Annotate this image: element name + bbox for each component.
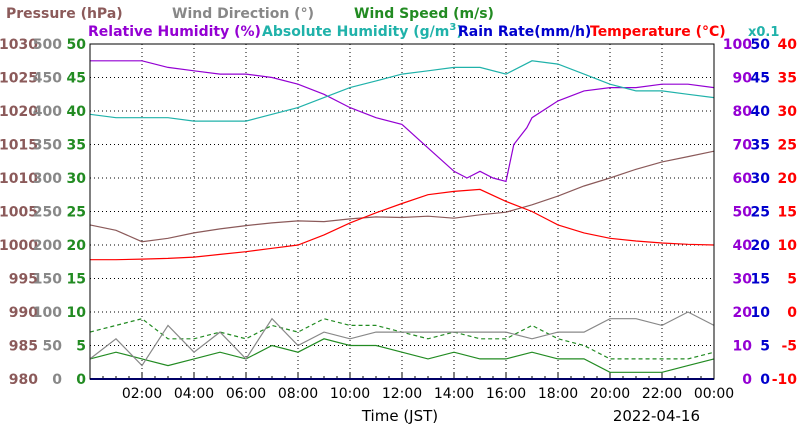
axis-tick-labels: 1030102510201015101010051000995990985980…	[0, 37, 797, 402]
y-tick-label-temp: 40	[778, 37, 798, 53]
plot-frame	[89, 43, 715, 380]
y-tick-label-wind-dir: 450	[33, 71, 62, 87]
y-tick-label-humidity: 50	[733, 205, 753, 221]
y-tick-label-rain: 40	[751, 104, 771, 120]
x-tick-label: 14:00	[434, 386, 474, 402]
y-tick-label-wind-dir: 300	[33, 171, 62, 187]
series-line-relative-humidity	[90, 60, 715, 183]
y-tick-label-pressure: 990	[9, 305, 38, 321]
y-tick-label-pressure: 980	[9, 372, 38, 388]
y-tick-label-humidity: 10	[733, 339, 753, 355]
x-tick-label: 00:00	[694, 386, 734, 402]
y-tick-label-temp: 0	[787, 305, 797, 321]
y-tick-label-wind-speed: 35	[67, 138, 86, 154]
y-tick-label-wind-dir: 150	[33, 272, 62, 288]
x-tick-label: 08:00	[278, 386, 318, 402]
chart-date: 2022-04-16	[613, 407, 700, 425]
y-tick-label-wind-dir: 0	[52, 372, 62, 388]
y-tick-label-rain: 35	[751, 138, 770, 154]
y-tick-label-wind-dir: 500	[33, 37, 62, 53]
y-tick-label-wind-speed: 25	[67, 205, 86, 221]
y-tick-label-wind-dir: 200	[33, 238, 62, 254]
x-tick-label: 16:00	[486, 386, 526, 402]
legend-wind-direction: Wind Direction (°)	[172, 6, 314, 22]
series-line-pressure-hpa	[89, 150, 715, 243]
y-tick-label-rain: 45	[751, 71, 770, 87]
y-tick-label-wind-speed: 30	[67, 171, 87, 187]
y-tick-label-temp: 35	[778, 71, 797, 87]
y-tick-label-temp: -5	[781, 339, 797, 355]
y-tick-label-temp: 20	[778, 171, 798, 187]
legend-rain-rate: Rain Rate(mm/h)	[458, 24, 591, 40]
y-tick-label-rain: 25	[751, 205, 770, 221]
y-tick-label-humidity: 70	[733, 138, 753, 154]
y-tick-label-temp: 25	[778, 138, 797, 154]
x-tick-label: 02:00	[122, 386, 162, 402]
x-tick-label: 12:00	[382, 386, 422, 402]
y-tick-label-wind-dir: 400	[33, 104, 62, 120]
y-tick-label-wind-speed: 45	[67, 71, 86, 87]
y-tick-label-pressure: 1010	[0, 171, 38, 187]
x-tick-label: 20:00	[590, 386, 630, 402]
y-tick-label-wind-speed: 0	[76, 372, 86, 388]
y-tick-label-wind-speed: 10	[67, 305, 87, 321]
x-tick-label: 10:00	[330, 386, 370, 402]
y-tick-label-wind-dir: 250	[33, 205, 62, 221]
y-tick-label-wind-speed: 50	[67, 37, 87, 53]
y-tick-label-wind-dir: 50	[43, 339, 63, 355]
y-tick-label-temp: 30	[778, 104, 798, 120]
y-tick-label-rain: 20	[751, 238, 771, 254]
y-tick-label-humidity: 40	[733, 238, 753, 254]
y-tick-label-rain: 15	[751, 272, 770, 288]
y-tick-label-rain: 0	[760, 372, 770, 388]
legend-wind-speed: Wind Speed (m/s)	[354, 6, 494, 22]
y-tick-label-pressure: 995	[9, 272, 38, 288]
y-tick-label-rain: 50	[751, 37, 771, 53]
legend-pressure: Pressure (hPa)	[6, 6, 123, 22]
legend-temperature: Temperature (°C)	[590, 24, 726, 40]
legend-abs-humidity-scale-note: x0.1	[748, 25, 779, 40]
series-line-temperature-c	[90, 188, 715, 261]
x-tick-label: 04:00	[174, 386, 214, 402]
y-tick-label-rain: 5	[760, 339, 770, 355]
y-tick-label-humidity: 60	[733, 171, 753, 187]
y-tick-label-rain: 10	[751, 305, 771, 321]
y-tick-label-temp: 15	[778, 205, 797, 221]
y-tick-label-temp: 10	[778, 238, 798, 254]
y-tick-label-temp: 5	[787, 272, 797, 288]
legend-relative-humidity: Relative Humidity (%)	[88, 24, 261, 40]
y-tick-label-humidity: 100	[723, 37, 752, 53]
x-tick-label: 06:00	[226, 386, 266, 402]
series-line-wind-direction	[89, 311, 715, 367]
y-tick-label-temp: -10	[772, 372, 798, 388]
y-tick-label-wind-speed: 20	[67, 238, 87, 254]
y-tick-label-humidity: 80	[733, 104, 753, 120]
x-tick-label: 18:00	[538, 386, 578, 402]
y-tick-label-rain: 30	[751, 171, 771, 187]
x-tick-label: 22:00	[642, 386, 682, 402]
y-tick-label-humidity: 0	[742, 372, 752, 388]
series-line-absolute-humidity-g-m3	[89, 60, 715, 122]
x-axis-label: Time (JST)	[361, 407, 438, 425]
y-tick-label-pressure: 1020	[0, 104, 38, 120]
legend-absolute-humidity: Absolute Humidity (g/m3)	[262, 22, 463, 40]
y-tick-label-pressure: 985	[9, 339, 38, 355]
series-line-wind-speed-m-s	[89, 338, 715, 373]
legend: Pressure (hPa) Wind Direction (°) Wind S…	[6, 6, 779, 40]
y-tick-label-wind-speed: 15	[67, 272, 86, 288]
y-tick-label-pressure: 1030	[0, 37, 38, 53]
y-tick-label-pressure: 1015	[0, 138, 38, 154]
y-tick-label-humidity: 20	[733, 305, 753, 321]
y-tick-label-wind-dir: 100	[33, 305, 62, 321]
y-tick-label-humidity: 90	[733, 71, 753, 87]
y-tick-label-pressure: 1000	[0, 238, 38, 254]
y-tick-label-humidity: 30	[733, 272, 753, 288]
y-tick-label-pressure: 1025	[0, 71, 38, 87]
grid-lines	[89, 44, 715, 379]
y-tick-label-wind-speed: 40	[67, 104, 87, 120]
y-tick-label-wind-speed: 5	[76, 339, 86, 355]
y-tick-label-pressure: 1005	[0, 205, 38, 221]
y-tick-label-wind-dir: 350	[33, 138, 62, 154]
